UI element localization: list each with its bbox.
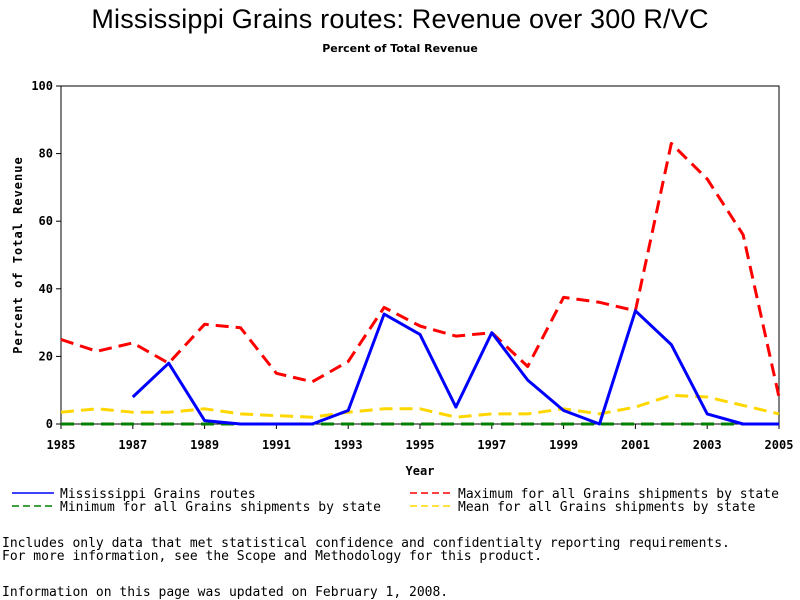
y-tick-label: 80 [39, 147, 53, 161]
series-line-0 [131, 309, 779, 426]
legend: Mississippi Grains routes Maximum for all… [12, 487, 779, 515]
series-line-3 [60, 393, 780, 419]
x-tick-label: 1997 [477, 438, 506, 452]
x-tick-label: 1999 [549, 438, 578, 452]
x-tick-label: 1989 [190, 438, 219, 452]
x-tick-label: 2001 [621, 438, 650, 452]
plot-border [60, 85, 780, 425]
y-tick-label: 100 [31, 79, 53, 93]
series-line-1 [60, 142, 781, 398]
x-tick-label: 2003 [693, 438, 722, 452]
x-axis-label: Year [406, 464, 435, 478]
series-layer [60, 142, 781, 426]
x-tick-label: 1993 [334, 438, 363, 452]
legend-label: Maximum for all Grains shipments by stat… [458, 487, 779, 502]
legend-label: Mean for all Grains shipments by state [458, 500, 756, 515]
x-tick-label: 1985 [47, 438, 76, 452]
x-tick-label: 1995 [406, 438, 435, 452]
y-tick-label: 20 [39, 349, 53, 363]
y-axis: 0 20 40 60 80 100 [31, 79, 61, 431]
legend-label: Mississippi Grains routes [60, 487, 256, 502]
y-tick-label: 0 [46, 417, 53, 431]
note-methodology: For more information, see the Scope and … [2, 549, 543, 564]
note-confidentiality: Includes only data that met statistical … [2, 536, 730, 551]
chart-subtitle: Percent of Total Revenue [322, 42, 478, 55]
plot-frame [60, 85, 780, 425]
x-axis: 1985 1987 1989 1991 1993 1995 1997 1999 2001 2003… [47, 424, 794, 452]
x-tick-label: 2005 [765, 438, 794, 452]
legend-label: Minimum for all Grains shipments by stat… [60, 500, 381, 515]
chart-title: Mississippi Grains routes: Revenue over … [91, 4, 709, 34]
y-axis-label: Percent of Total Revenue [11, 156, 25, 353]
y-tick-label: 40 [39, 282, 53, 296]
x-tick-label: 1987 [118, 438, 147, 452]
x-tick-label: 1991 [262, 438, 291, 452]
y-tick-label: 60 [39, 214, 53, 228]
note-updated: Information on this page was updated on … [2, 585, 449, 600]
